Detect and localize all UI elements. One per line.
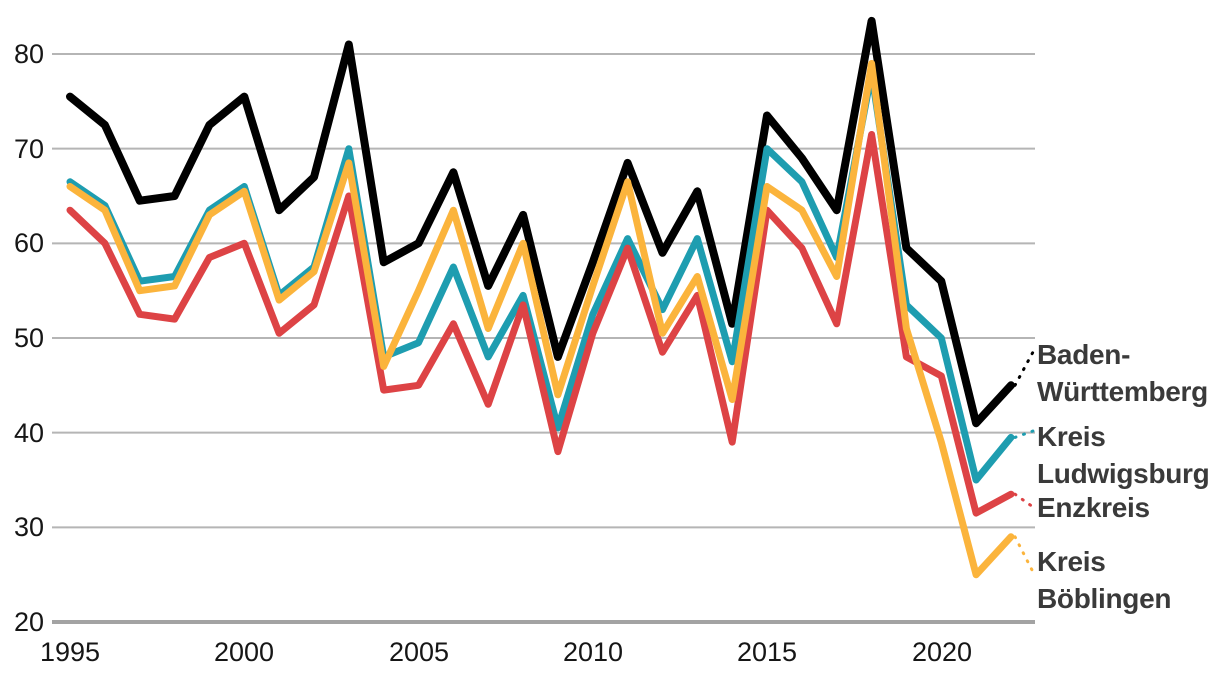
series-label-line: Ludwigsburg — [1037, 458, 1210, 489]
series-line-kreis-b-blingen — [66, 60, 1015, 579]
x-axis-tick-2015: 2015 — [736, 637, 798, 667]
series-label-line: Württemberg — [1037, 376, 1208, 407]
y-axis-tick-50: 50 — [13, 323, 44, 353]
series-label-line: Kreis — [1037, 546, 1106, 577]
series-label-line: Kreis — [1037, 421, 1106, 452]
y-axis-tick-70: 70 — [13, 134, 44, 164]
series-label-line: Baden- — [1037, 339, 1131, 370]
y-axis-tick-30: 30 — [13, 512, 44, 542]
leader-line-enzkreis — [1013, 492, 1035, 509]
series-label-kreis-ludwigsburg: Kreis Ludwigsburg — [1037, 418, 1210, 492]
series-label-kreis-boeblingen: Kreis Böblingen — [1037, 543, 1171, 617]
leader-line-kreis-ludwigsburg — [1013, 429, 1035, 439]
series-line-enzkreis — [66, 131, 1015, 517]
x-axis-tick-2005: 2005 — [388, 637, 450, 667]
x-axis-tick-2020: 2020 — [911, 637, 973, 667]
leader-line-baden-w-rttemberg — [1013, 350, 1035, 387]
x-axis-tick-2010: 2010 — [562, 637, 624, 667]
series-label-line: Enzkreis — [1037, 492, 1150, 523]
series-label-line: Böblingen — [1037, 583, 1172, 614]
y-axis-tick-60: 60 — [13, 228, 44, 258]
series-line-baden-w-rttemberg — [66, 16, 1015, 428]
y-axis-tick-80: 80 — [13, 39, 44, 69]
y-axis-tick-40: 40 — [13, 418, 44, 448]
series-label-enzkreis: Enzkreis — [1037, 489, 1150, 526]
series-label-baden-wuerttemberg: Baden- Württemberg — [1037, 336, 1208, 410]
y-axis-tick-20: 20 — [13, 607, 44, 637]
x-axis-tick-1995: 1995 — [39, 637, 101, 667]
x-axis-tick-2000: 2000 — [213, 637, 275, 667]
leader-line-kreis-b-blingen — [1013, 535, 1035, 574]
